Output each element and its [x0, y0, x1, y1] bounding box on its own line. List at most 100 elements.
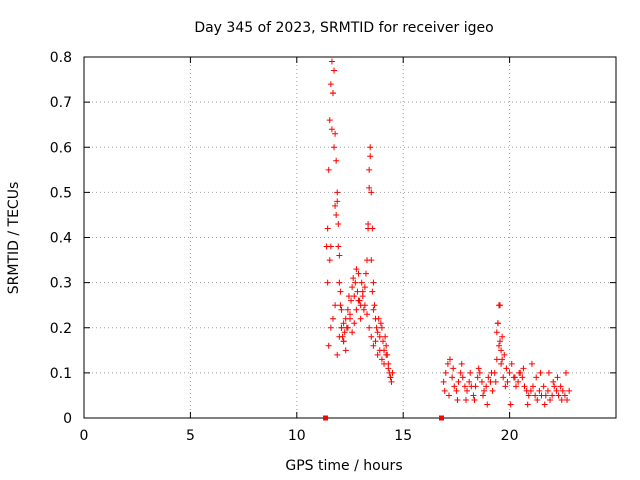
data-point: [549, 392, 556, 399]
data-point: [331, 144, 338, 151]
data-point: [338, 324, 345, 331]
data-point: [489, 387, 496, 394]
data-point: [344, 324, 351, 331]
data-point: [336, 333, 343, 340]
y-tick-label: 0.3: [50, 276, 72, 292]
zero-value-marker: [323, 415, 329, 421]
data-point: [466, 378, 473, 385]
data-point: [498, 360, 505, 367]
data-point: [353, 306, 360, 313]
data-point: [506, 369, 513, 376]
data-point: [361, 284, 368, 291]
data-point: [347, 311, 353, 318]
data-point: [345, 293, 352, 300]
data-point: [534, 396, 541, 403]
data-point: [349, 284, 356, 291]
data-point: [562, 369, 569, 376]
x-tick-label: 0: [80, 428, 89, 444]
data-point: [450, 365, 457, 372]
data-point: [478, 378, 485, 385]
data-point: [368, 333, 375, 340]
data-point: [521, 383, 528, 390]
data-point: [492, 378, 499, 385]
data-point: [441, 387, 448, 394]
data-point: [495, 302, 502, 309]
grid-lines: [84, 57, 616, 418]
data-point: [373, 324, 380, 331]
data-point: [453, 387, 460, 394]
data-point: [331, 67, 338, 74]
data-point: [359, 288, 366, 295]
data-point: [554, 374, 561, 381]
data-point: [504, 378, 511, 385]
data-point: [383, 342, 390, 349]
data-point: [545, 369, 552, 376]
data-point: [501, 351, 508, 358]
data-point: [461, 383, 468, 390]
data-point: [326, 117, 333, 124]
data-point: [334, 198, 341, 205]
data-point: [457, 369, 464, 376]
data-point: [333, 211, 340, 218]
data-point: [561, 392, 568, 399]
data-point: [325, 342, 332, 349]
data-point: [540, 383, 547, 390]
data-point: [475, 365, 482, 372]
y-tick-label: 0.8: [50, 50, 72, 66]
data-point: [528, 360, 535, 367]
data-point: [525, 392, 532, 399]
y-tick-label: 0.6: [50, 140, 72, 156]
data-point: [458, 360, 465, 367]
data-point: [354, 288, 361, 295]
data-point: [536, 387, 543, 394]
data-point: [382, 333, 389, 340]
data-point: [379, 338, 386, 345]
data-point: [332, 202, 339, 209]
data-point: [370, 306, 377, 313]
data-point: [367, 153, 374, 160]
data-point: [334, 189, 341, 196]
data-point: [325, 166, 332, 173]
data-point: [366, 324, 373, 331]
data-point: [524, 401, 531, 408]
data-point: [387, 374, 394, 381]
data-point: [327, 243, 334, 250]
data-point: [338, 306, 345, 313]
data-point: [472, 383, 479, 390]
data-point: [500, 374, 507, 381]
data-point: [335, 243, 342, 250]
data-point: [324, 279, 331, 286]
data-point: [355, 297, 362, 304]
data-point: [360, 306, 367, 313]
data-point: [334, 351, 341, 358]
data-point: [362, 270, 369, 277]
data-markers: [323, 58, 573, 408]
data-point: [519, 374, 526, 381]
data-point: [358, 279, 365, 286]
data-point: [335, 220, 342, 227]
data-point: [344, 306, 351, 313]
data-point: [471, 396, 478, 403]
data-point: [355, 270, 362, 277]
data-point: [351, 293, 358, 300]
data-point: [337, 302, 344, 309]
zero-value-marker: [439, 415, 445, 421]
data-point: [383, 351, 390, 358]
data-point: [558, 396, 565, 403]
data-point: [511, 374, 518, 381]
data-point: [544, 387, 551, 394]
x-tick-label: 15: [394, 428, 412, 444]
data-point: [375, 315, 382, 322]
data-point: [542, 392, 549, 399]
data-point: [515, 378, 522, 385]
data-point: [481, 387, 488, 394]
data-point: [537, 369, 544, 376]
data-point: [508, 360, 515, 367]
data-point: [340, 338, 347, 345]
data-point: [389, 369, 396, 376]
data-point: [329, 90, 336, 97]
data-point: [364, 311, 371, 318]
data-point: [341, 329, 348, 336]
y-tick-label: 0.7: [50, 95, 72, 111]
